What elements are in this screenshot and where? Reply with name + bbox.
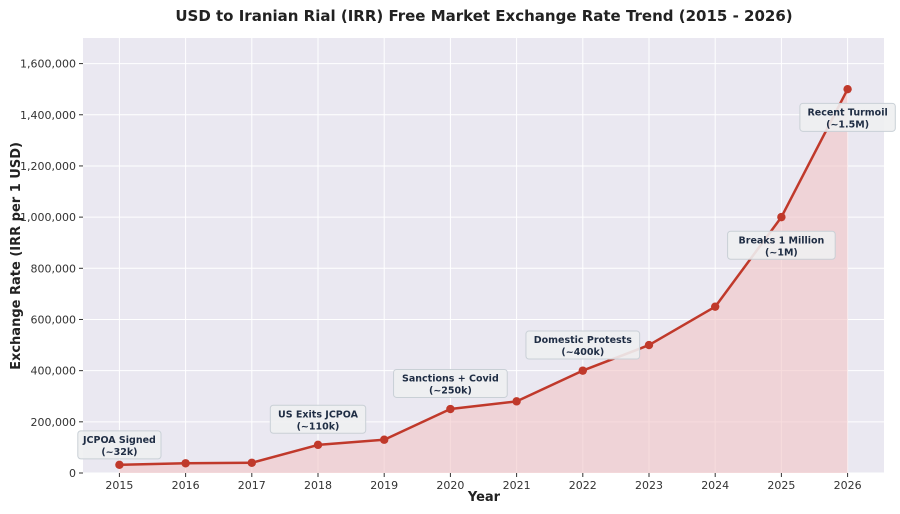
x-tick-label: 2021	[503, 479, 531, 492]
annotation-box	[799, 102, 896, 132]
annotation-value: (~32k)	[101, 447, 137, 458]
y-tick-label: 200,000	[31, 416, 77, 429]
y-tick-label: 400,000	[31, 365, 77, 378]
y-tick-label: 1,400,000	[20, 109, 76, 122]
data-point	[313, 440, 323, 450]
data-point	[710, 302, 720, 311]
annotation-label: Breaks 1 Million	[739, 235, 825, 246]
data-point	[644, 340, 654, 350]
data-point	[512, 397, 521, 406]
y-tick-label: 800,000	[31, 262, 77, 275]
x-tick-label: 2020	[436, 479, 464, 492]
annotation: JCPOA Signed(~32k)	[77, 430, 162, 460]
y-tick-label: 600,000	[31, 313, 77, 326]
x-tick-label: 2017	[238, 479, 266, 492]
x-tick-label: 2026	[834, 479, 862, 492]
annotation: US Exits JCPOA(~110k)	[269, 404, 367, 434]
annotation-value: (~400k)	[561, 347, 604, 358]
y-axis-ticks: 0 200,000 400,000 600,000 800,000 1,000,000 1,…	[20, 58, 83, 480]
data-point	[181, 459, 190, 468]
data-point	[380, 435, 389, 444]
annotation-label: JCPOA Signed	[82, 435, 156, 446]
x-tick-label: 2015	[105, 479, 133, 492]
y-axis-label: Exchange Rate (IRR per 1 USD)	[9, 142, 24, 370]
annotation-value: (~1.5M)	[826, 119, 869, 130]
annotation: Domestic Protests(~400k)	[525, 330, 641, 360]
series-line-path	[119, 88, 849, 467]
x-tick-label: 2016	[172, 479, 200, 492]
x-tick-label: 2018	[304, 479, 332, 492]
annotation-label: Sanctions + Covid	[402, 373, 499, 384]
annotation-box	[269, 404, 367, 434]
data-point	[247, 458, 257, 467]
data-points	[115, 84, 852, 470]
data-point	[446, 404, 455, 414]
x-tick-label: 2019	[370, 479, 398, 492]
annotation: Sanctions + Covid(~250k)	[393, 368, 508, 398]
area-fill-shape	[119, 89, 848, 473]
x-axis-ticks: 2015 2016 2017 2018 2019 2020 2021 2022 2023 2024…	[105, 473, 862, 492]
annotation-box	[77, 430, 162, 460]
annotation-label: US Exits JCPOA	[278, 409, 359, 420]
data-point	[115, 460, 124, 470]
y-tick-label: 1,600,000	[20, 58, 76, 71]
annotation-box	[525, 330, 641, 360]
x-tick-label: 2024	[701, 479, 729, 492]
annotation: Recent Turmoil(~1.5M)	[799, 102, 896, 132]
data-point	[777, 212, 786, 222]
y-tick-label: 1,200,000	[20, 160, 76, 173]
annotations: JCPOA Signed(~32k) US Exits JCPOA(~110k) S…	[77, 102, 896, 460]
annotation-box	[727, 230, 836, 260]
annotation-value: (~110k)	[297, 421, 340, 432]
annotation-value: (~250k)	[429, 385, 472, 396]
annotation-value: (~1M)	[765, 247, 798, 258]
y-tick-label: 0	[69, 467, 76, 480]
x-tick-label: 2023	[635, 479, 663, 492]
annotation-label: Domestic Protests	[534, 335, 632, 346]
annotation: Breaks 1 Million(~1M)	[727, 230, 836, 260]
data-point	[578, 366, 587, 375]
data-point	[843, 84, 852, 94]
area-fill	[119, 89, 848, 473]
annotation-label: Recent Turmoil	[807, 107, 887, 118]
x-axis-label: Year	[467, 490, 501, 505]
annotation-box	[393, 368, 508, 398]
y-tick-label: 1,000,000	[20, 211, 76, 224]
chart-title: USD to Iranian Rial (IRR) Free Market Ex…	[175, 7, 792, 25]
series-line	[119, 88, 849, 467]
x-tick-label: 2022	[569, 479, 597, 492]
x-tick-label: 2025	[767, 479, 795, 492]
